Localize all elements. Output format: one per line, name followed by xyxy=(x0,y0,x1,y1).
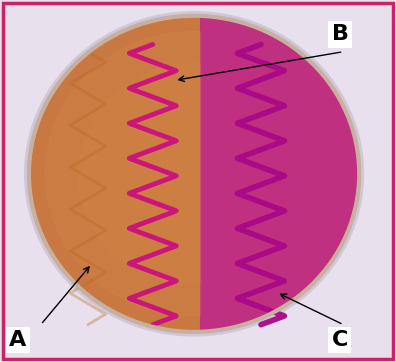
Text: C: C xyxy=(332,330,348,350)
Polygon shape xyxy=(78,63,201,285)
Polygon shape xyxy=(29,16,201,332)
Ellipse shape xyxy=(27,14,361,333)
Text: B: B xyxy=(332,25,349,45)
Ellipse shape xyxy=(24,11,364,337)
Polygon shape xyxy=(194,16,359,332)
Polygon shape xyxy=(46,31,201,316)
Text: A: A xyxy=(9,330,27,350)
Ellipse shape xyxy=(29,16,359,332)
